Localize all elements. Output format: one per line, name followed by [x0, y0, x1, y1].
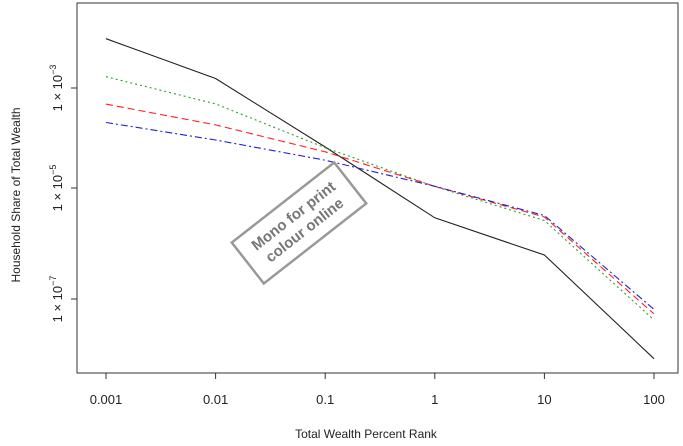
y-tick-text: 1 × 10−5	[48, 165, 65, 212]
print-stamp: Mono for print colour online	[230, 160, 368, 286]
x-axis: 0.001 0.01 0.1 1 10 100	[90, 373, 665, 407]
x-axis-title: Total Wealth Percent Rank	[295, 427, 438, 441]
plot-frame	[76, 2, 679, 374]
x-tick-label: 1	[431, 392, 438, 407]
y-tick-base: 1 × 10	[50, 175, 65, 212]
y-tick-base: 1 × 10	[50, 75, 65, 112]
series-line-1	[105, 38, 655, 360]
y-tick-exponent: −3	[48, 65, 58, 75]
y-tick-label: 1 × 10−7	[48, 276, 65, 323]
x-tick-label: 0.001	[90, 392, 123, 407]
y-tick-label: 1 × 10−3	[48, 65, 65, 112]
x-tick-label: 0.1	[316, 392, 334, 407]
x-tick-label: 0.01	[203, 392, 228, 407]
x-tick-label: 100	[643, 392, 665, 407]
y-tick-text: 1 × 10−7	[48, 276, 65, 323]
series-line-2	[105, 76, 655, 321]
y-tick-label: 1 × 10−5	[48, 165, 65, 212]
y-axis: 1 × 10−71 × 10−51 × 10−3	[48, 65, 77, 323]
series-line-3	[105, 103, 655, 315]
series-line-4	[105, 121, 655, 310]
y-tick-exponent: −7	[48, 276, 58, 286]
series-layer	[105, 38, 655, 360]
y-tick-text: 1 × 10−3	[48, 65, 65, 112]
y-tick-base: 1 × 10	[50, 286, 65, 323]
y-axis-title: Household Share of Total Wealth	[9, 107, 23, 282]
stamp-box	[230, 160, 368, 286]
y-tick-exponent: −5	[48, 165, 58, 175]
x-tick-label: 10	[537, 392, 551, 407]
